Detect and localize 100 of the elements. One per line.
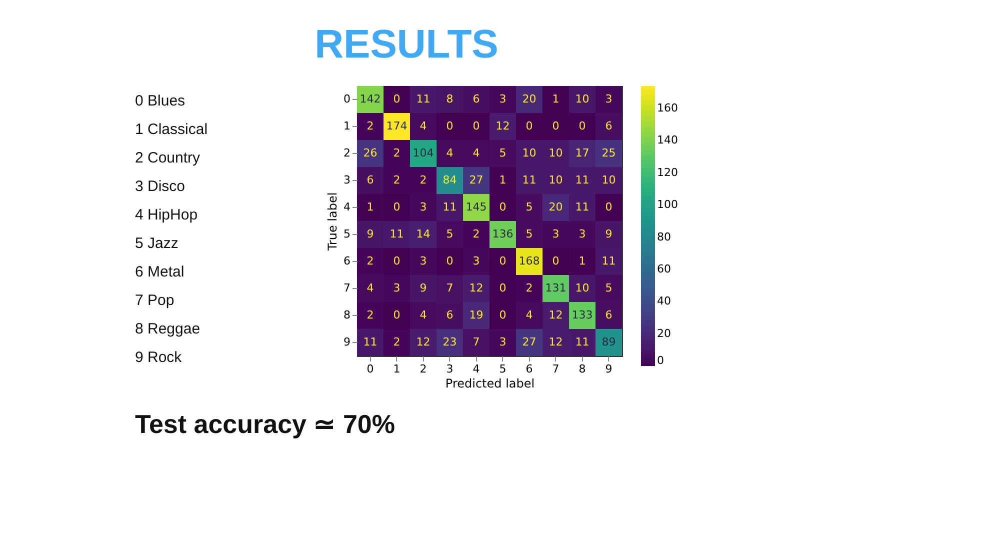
data-label: 133 xyxy=(572,308,593,322)
data-label: 10 xyxy=(575,92,590,106)
data-label: 11 xyxy=(575,174,590,186)
data-label: 0 xyxy=(446,254,454,268)
data-label: 168 xyxy=(518,254,540,268)
data-label: 17 xyxy=(575,146,590,160)
y-tick-label: 1 xyxy=(344,120,350,132)
x-tick-label: 1 xyxy=(393,362,400,376)
data-label: 0 xyxy=(578,120,586,132)
data-label: 0 xyxy=(472,120,480,132)
data-label: 12 xyxy=(548,336,563,348)
data-label: 84 xyxy=(442,174,457,186)
data-label: 2 xyxy=(366,308,374,322)
text: 0 Blues xyxy=(135,92,186,110)
data-label: 11 xyxy=(416,92,430,106)
x-tick-label: 7 xyxy=(552,362,560,376)
text: 5 Jazz xyxy=(135,234,178,252)
data-label: 1 xyxy=(366,200,374,214)
data-label: 9 xyxy=(420,282,427,294)
data-label: 0 xyxy=(393,308,400,322)
x-tick-label: 5 xyxy=(499,362,506,376)
data-label: 89 xyxy=(602,336,616,348)
data-label: 20 xyxy=(522,92,536,106)
data-label: 14 xyxy=(416,228,430,240)
data-label: 0 xyxy=(446,120,454,132)
data-label: 3 xyxy=(420,254,427,268)
data-label: 0 xyxy=(552,120,560,132)
y-tick-label: 5 xyxy=(344,228,350,240)
data-label: 0 xyxy=(605,200,612,214)
data-label: 4 xyxy=(366,282,374,294)
text: 2 Country xyxy=(135,149,201,166)
data-label: 11 xyxy=(522,174,536,186)
color-bar-label: 140 xyxy=(657,134,678,147)
data-label: 12 xyxy=(469,282,484,294)
data-label: 4 xyxy=(526,308,533,322)
x-tick-label: 2 xyxy=(420,362,427,376)
data-label: 26 xyxy=(363,146,378,160)
x-axis-title: Predicted label xyxy=(445,376,535,390)
x-tick-label: 3 xyxy=(446,362,454,376)
data-label: 20 xyxy=(548,200,563,214)
data-label: 5 xyxy=(605,282,612,294)
x-tick-label: 6 xyxy=(526,362,533,376)
data-label: 2 xyxy=(393,336,400,348)
color-bar-label: 160 xyxy=(657,102,678,115)
data-label: 2 xyxy=(420,174,427,186)
data-label: 9 xyxy=(366,228,374,240)
y-tick-label: 2 xyxy=(344,146,350,160)
color-bar-label: 0 xyxy=(657,354,664,367)
data-label: 27 xyxy=(522,336,536,348)
y-tick-label: 0 xyxy=(344,92,350,106)
data-label: 0 xyxy=(499,254,506,268)
data-label: 6 xyxy=(605,308,612,322)
color-bar-label: 60 xyxy=(657,262,671,276)
data-label: 136 xyxy=(492,228,514,240)
data-label: 0 xyxy=(393,92,400,106)
color-bar-label: 80 xyxy=(657,230,671,244)
data-label: 3 xyxy=(499,92,506,106)
data-label: 1 xyxy=(578,254,586,268)
data-label: 5 xyxy=(499,146,506,160)
color-bar-label: 20 xyxy=(657,326,671,340)
data-label: 0 xyxy=(393,254,400,268)
data-label: 4 xyxy=(420,120,427,132)
data-label: 11 xyxy=(602,254,616,268)
data-label: 2 xyxy=(472,228,480,240)
text: Test accuracy ≃ 70% xyxy=(135,409,395,439)
data-label: 1 xyxy=(552,92,560,106)
data-label: 2 xyxy=(366,120,374,132)
data-label: 3 xyxy=(420,200,427,214)
x-tick-label: 9 xyxy=(605,362,612,376)
data-label: 131 xyxy=(545,282,566,294)
data-label: 3 xyxy=(578,228,586,240)
data-label: 25 xyxy=(602,146,616,160)
data-label: 19 xyxy=(469,308,484,322)
data-label: 12 xyxy=(496,120,510,132)
data-label: 2 xyxy=(393,146,400,160)
data-label: 104 xyxy=(412,146,434,160)
y-tick-label: 9 xyxy=(344,336,350,348)
data-label: 11 xyxy=(363,336,378,348)
data-label: 27 xyxy=(469,174,484,186)
text: 9 Rock xyxy=(135,348,182,366)
data-label: 5 xyxy=(446,228,454,240)
data-label: 3 xyxy=(605,92,612,106)
data-label: 174 xyxy=(386,120,408,132)
data-label: 0 xyxy=(499,308,506,322)
data-label: 145 xyxy=(466,200,487,214)
data-label: 5 xyxy=(526,228,533,240)
data-label: 1 xyxy=(499,174,506,186)
data-label: 10 xyxy=(522,146,536,160)
data-label: 10 xyxy=(575,282,590,294)
y-axis-title: True label xyxy=(326,192,340,252)
x-tick-label: 4 xyxy=(472,362,480,376)
data-label: 11 xyxy=(575,336,590,348)
text: 6 Metal xyxy=(135,263,184,280)
data-label: 0 xyxy=(552,254,560,268)
data-label: 6 xyxy=(472,92,480,106)
data-label: 3 xyxy=(552,228,560,240)
data-label: 2 xyxy=(526,282,533,294)
y-tick-label: 6 xyxy=(344,254,350,268)
data-label: 3 xyxy=(393,282,400,294)
data-label: 0 xyxy=(499,200,506,214)
